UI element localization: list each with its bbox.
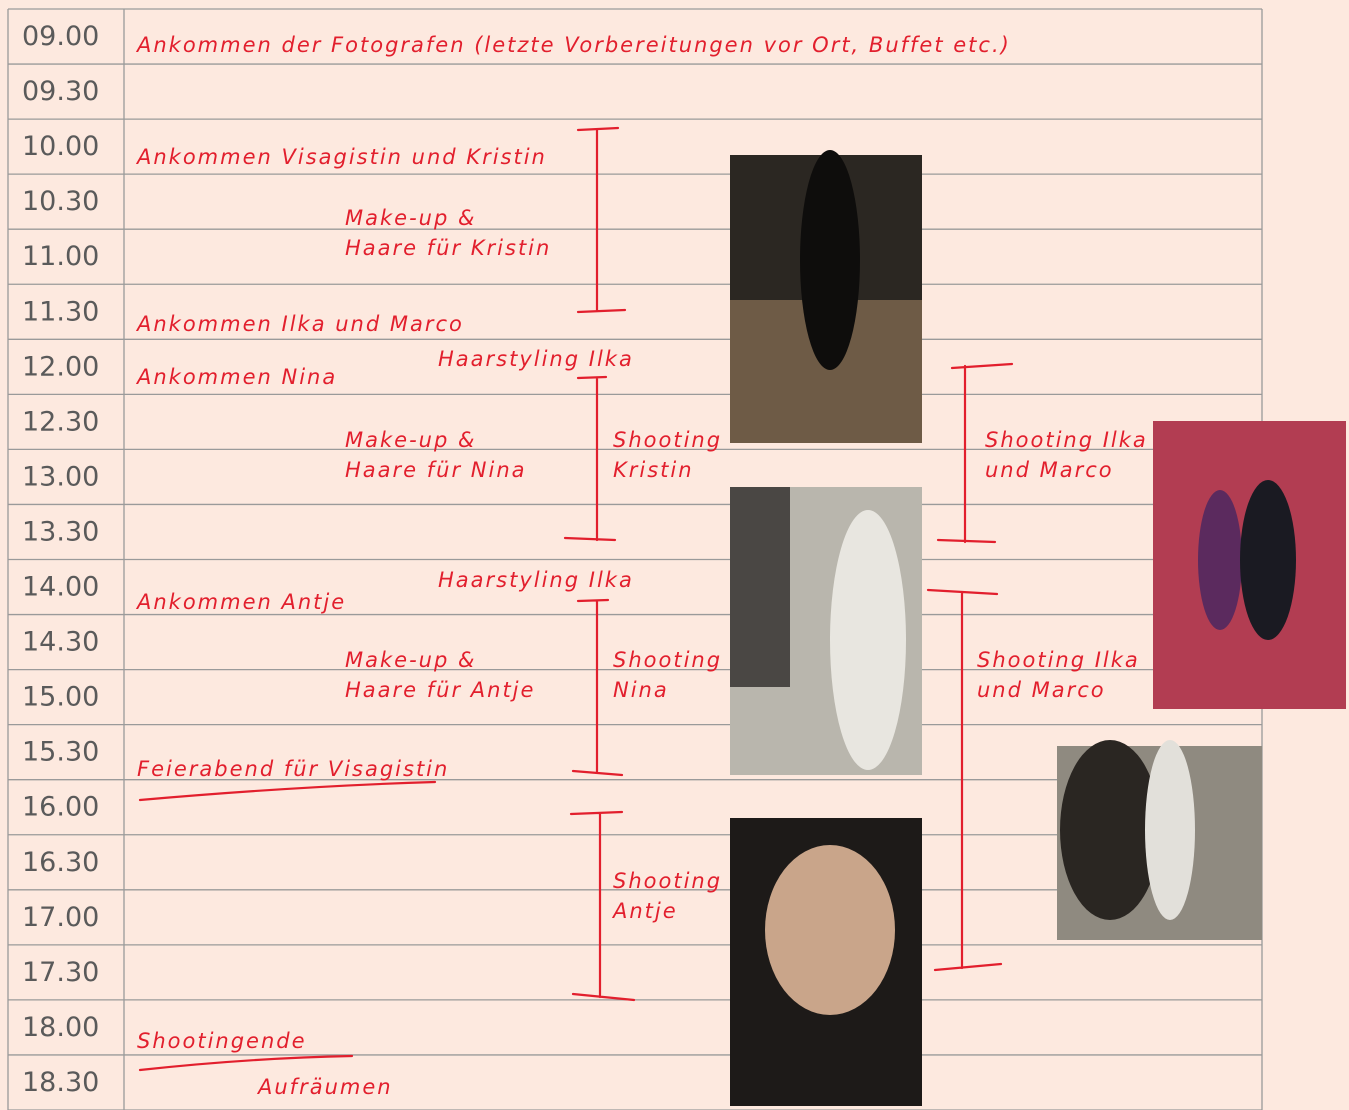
note: Haarstyling Ilka: [438, 347, 634, 371]
note: Ankommen Ilka und Marco: [135, 312, 464, 336]
time-label: 17.00: [22, 902, 99, 933]
photo-figure: [1198, 490, 1242, 630]
bracket: [576, 126, 627, 314]
photo-figure: [1060, 740, 1160, 920]
note: Shooting Ilka: [977, 648, 1140, 672]
time-label: 14.00: [22, 572, 99, 603]
time-label: 13.00: [22, 461, 99, 492]
time-label: 18.30: [22, 1067, 99, 1098]
note: Ankommen der Fotografen (letzte Vorberei…: [135, 33, 1011, 57]
time-label: 15.00: [22, 682, 99, 713]
bracket: [926, 588, 1003, 972]
time-label: 15.30: [22, 737, 99, 768]
note: Antje: [611, 899, 678, 923]
note: Ankommen Antje: [135, 590, 346, 614]
note: und Marco: [985, 458, 1114, 482]
note: Make-up &: [345, 206, 476, 230]
underline: [138, 1054, 354, 1072]
bracket: [569, 810, 636, 1002]
note: Ankommen Visagistin und Kristin: [135, 145, 547, 169]
note: Make-up &: [345, 648, 476, 672]
time-label: 17.30: [22, 957, 99, 988]
photos: [730, 150, 1346, 1106]
time-label: 14.30: [22, 627, 99, 658]
note: Haare für Antje: [345, 678, 535, 702]
note: Haare für Kristin: [345, 236, 551, 260]
note: und Marco: [977, 678, 1106, 702]
note: Haare für Nina: [345, 458, 527, 482]
notes: Ankommen der Fotografen (letzte Vorberei…: [135, 33, 1148, 1099]
photo-face: [765, 845, 895, 1015]
photo-figure: [1145, 740, 1195, 920]
bracket: [571, 598, 624, 777]
underline: [138, 780, 437, 802]
time-label: 09.00: [22, 21, 99, 52]
time-label: 12.30: [22, 406, 99, 437]
note: Make-up &: [345, 428, 476, 452]
time-label: 09.30: [22, 76, 99, 107]
note: Aufräumen: [256, 1075, 393, 1099]
note: Shooting: [613, 428, 722, 452]
note: Haarstyling Ilka: [438, 568, 634, 592]
time-label: 13.30: [22, 516, 99, 547]
note: Shooting: [613, 869, 722, 893]
photo-figure: [1240, 480, 1296, 640]
photo-figure: [800, 150, 860, 370]
note: Kristin: [613, 458, 694, 482]
note: Shooting Ilka: [985, 428, 1148, 452]
note: Ankommen Nina: [135, 365, 337, 389]
time-label: 16.00: [22, 792, 99, 823]
brackets: [138, 126, 1014, 1072]
photo-window: [730, 487, 790, 687]
bracket: [936, 362, 1014, 544]
time-label: 16.30: [22, 847, 99, 878]
time-label: 18.00: [22, 1012, 99, 1043]
time-label: 12.00: [22, 351, 99, 382]
photo-figure: [830, 510, 906, 770]
note: Feierabend für Visagistin: [137, 757, 449, 781]
table: 09.00 09.30 10.00 10.30 11.00 11.30 12.00 12.30…: [7, 8, 1263, 1110]
note: Shootingende: [137, 1029, 307, 1053]
bracket: [563, 375, 617, 542]
time-label: 11.00: [22, 241, 99, 272]
time-label: 11.30: [22, 296, 99, 327]
note: Nina: [613, 678, 669, 702]
time-label: 10.00: [22, 131, 99, 162]
note: Shooting: [613, 648, 722, 672]
time-label: 10.30: [22, 186, 99, 217]
